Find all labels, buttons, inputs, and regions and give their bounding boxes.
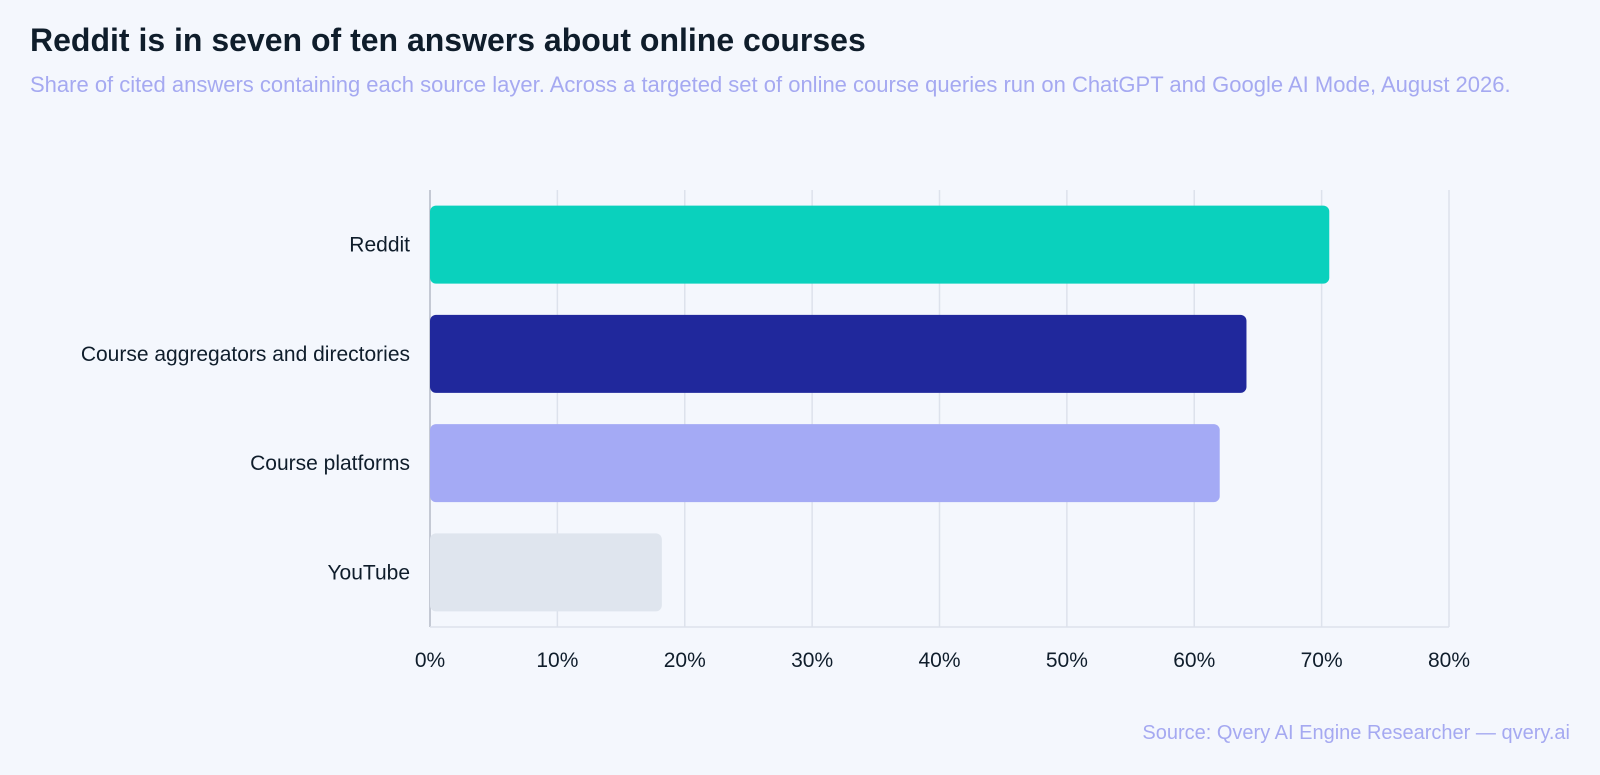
source-note: Source: Qvery AI Engine Researcher — qve…: [1142, 722, 1570, 744]
x-tick-label: 30%: [791, 649, 833, 672]
chart-title: Reddit is in seven of ten answers about …: [30, 22, 866, 58]
category-label: Course platforms: [250, 452, 410, 475]
category-label: Course aggregators and directories: [81, 343, 410, 366]
chart-subtitle: Share of cited answers containing each s…: [30, 72, 1511, 97]
x-tick-label: 50%: [1046, 649, 1088, 672]
category-label: YouTube: [327, 561, 410, 584]
x-tick-label: 80%: [1428, 649, 1470, 672]
category-label: Reddit: [349, 234, 410, 257]
x-tick-label: 20%: [664, 649, 706, 672]
x-tick-label: 40%: [918, 649, 960, 672]
x-tick-labels: 0% 10% 20% 30% 40% 50% 60% 70% 80%: [415, 649, 1470, 672]
x-tick-label: 70%: [1301, 649, 1343, 672]
x-tick-label: 0%: [415, 649, 445, 672]
bars: [430, 205, 1330, 612]
bar: [430, 533, 662, 612]
x-tick-label: 10%: [536, 649, 578, 672]
x-tick-label: 60%: [1173, 649, 1215, 672]
category-labels: Reddit Course aggregators and directories…: [81, 234, 410, 585]
bar: [430, 314, 1247, 393]
bar: [430, 205, 1330, 284]
bar: [430, 424, 1220, 503]
